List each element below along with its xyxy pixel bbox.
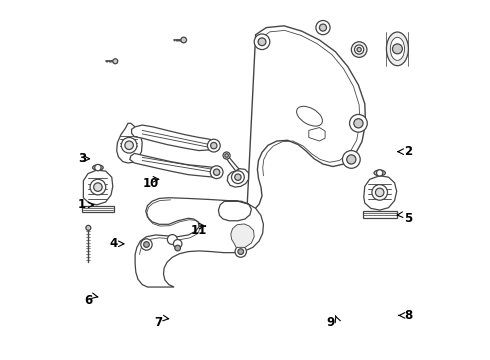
Polygon shape: [132, 125, 216, 150]
Circle shape: [113, 59, 118, 64]
Circle shape: [173, 239, 182, 248]
Circle shape: [351, 42, 367, 57]
Circle shape: [211, 143, 217, 149]
Circle shape: [122, 138, 137, 153]
Text: 6: 6: [84, 294, 93, 307]
Text: 1: 1: [78, 198, 86, 211]
Circle shape: [207, 139, 220, 152]
Circle shape: [357, 48, 361, 52]
Circle shape: [355, 45, 364, 54]
Circle shape: [347, 155, 356, 164]
Circle shape: [210, 166, 223, 179]
Circle shape: [376, 170, 383, 176]
Circle shape: [125, 141, 133, 149]
Circle shape: [254, 34, 270, 50]
Circle shape: [94, 183, 102, 192]
Polygon shape: [130, 153, 219, 177]
Text: 8: 8: [404, 309, 412, 322]
Circle shape: [141, 239, 152, 250]
Circle shape: [235, 174, 241, 180]
Circle shape: [95, 165, 101, 171]
Circle shape: [375, 188, 384, 197]
Text: 4: 4: [110, 237, 118, 250]
Ellipse shape: [93, 165, 103, 170]
Text: 10: 10: [143, 177, 159, 190]
Circle shape: [238, 249, 244, 255]
Polygon shape: [117, 123, 142, 163]
Circle shape: [168, 235, 177, 244]
Polygon shape: [231, 224, 254, 247]
Polygon shape: [83, 170, 113, 205]
Ellipse shape: [296, 106, 322, 126]
Polygon shape: [82, 206, 114, 212]
Circle shape: [144, 242, 149, 247]
Ellipse shape: [374, 170, 385, 176]
Polygon shape: [309, 127, 325, 141]
Circle shape: [225, 154, 228, 157]
Ellipse shape: [391, 37, 405, 60]
Text: 11: 11: [191, 224, 207, 237]
Circle shape: [319, 24, 326, 31]
Circle shape: [354, 119, 363, 128]
Circle shape: [258, 38, 266, 46]
Circle shape: [214, 169, 220, 175]
Circle shape: [223, 152, 230, 159]
Circle shape: [316, 21, 330, 35]
Polygon shape: [363, 211, 397, 218]
Text: 2: 2: [404, 145, 412, 158]
Circle shape: [86, 225, 91, 230]
Circle shape: [232, 171, 245, 184]
Text: 7: 7: [154, 316, 162, 329]
Ellipse shape: [387, 32, 408, 66]
Text: 5: 5: [404, 212, 412, 225]
Circle shape: [392, 44, 402, 54]
Polygon shape: [227, 168, 248, 187]
Circle shape: [90, 179, 106, 195]
Circle shape: [181, 37, 187, 43]
Circle shape: [343, 150, 360, 168]
Text: 9: 9: [326, 316, 334, 329]
Polygon shape: [247, 26, 366, 214]
Polygon shape: [364, 176, 397, 210]
Polygon shape: [135, 198, 264, 287]
Circle shape: [349, 114, 368, 132]
Text: 3: 3: [78, 152, 86, 165]
Circle shape: [175, 245, 180, 251]
Circle shape: [235, 246, 246, 257]
Circle shape: [372, 185, 388, 200]
